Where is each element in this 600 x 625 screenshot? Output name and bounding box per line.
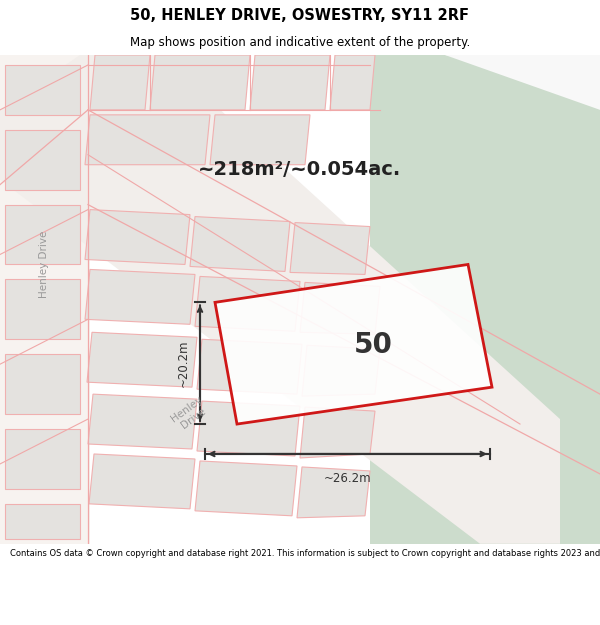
Polygon shape bbox=[190, 217, 290, 271]
Polygon shape bbox=[430, 55, 600, 110]
Polygon shape bbox=[300, 407, 375, 458]
Polygon shape bbox=[90, 55, 150, 110]
Polygon shape bbox=[88, 394, 197, 449]
Text: Contains OS data © Crown copyright and database right 2021. This information is : Contains OS data © Crown copyright and d… bbox=[10, 549, 600, 559]
Polygon shape bbox=[150, 55, 250, 110]
Polygon shape bbox=[5, 354, 80, 414]
Polygon shape bbox=[370, 55, 600, 544]
Polygon shape bbox=[89, 454, 195, 509]
Polygon shape bbox=[210, 115, 310, 165]
Polygon shape bbox=[197, 339, 302, 394]
Text: ~218m²/~0.054ac.: ~218m²/~0.054ac. bbox=[199, 160, 401, 179]
Polygon shape bbox=[85, 115, 210, 165]
Polygon shape bbox=[5, 65, 80, 115]
Text: ~20.2m: ~20.2m bbox=[177, 339, 190, 387]
Polygon shape bbox=[5, 429, 80, 489]
Text: Henley Drive: Henley Drive bbox=[39, 231, 49, 298]
Polygon shape bbox=[297, 467, 370, 518]
Text: 50: 50 bbox=[353, 331, 392, 359]
Polygon shape bbox=[5, 504, 80, 539]
Text: Henley
Drive: Henley Drive bbox=[169, 395, 211, 434]
Polygon shape bbox=[0, 55, 90, 544]
Polygon shape bbox=[250, 55, 330, 110]
Polygon shape bbox=[85, 269, 195, 324]
Polygon shape bbox=[195, 276, 300, 331]
Polygon shape bbox=[430, 55, 600, 85]
Polygon shape bbox=[5, 204, 80, 264]
Text: 50, HENLEY DRIVE, OSWESTRY, SY11 2RF: 50, HENLEY DRIVE, OSWESTRY, SY11 2RF bbox=[131, 8, 470, 23]
Polygon shape bbox=[330, 55, 375, 110]
Polygon shape bbox=[5, 130, 80, 189]
Polygon shape bbox=[5, 279, 80, 339]
Polygon shape bbox=[87, 332, 197, 387]
Polygon shape bbox=[195, 461, 297, 516]
Polygon shape bbox=[85, 209, 190, 264]
Polygon shape bbox=[302, 345, 380, 396]
Polygon shape bbox=[215, 264, 492, 424]
Polygon shape bbox=[370, 55, 600, 544]
Text: ~26.2m: ~26.2m bbox=[323, 472, 371, 485]
Polygon shape bbox=[0, 55, 560, 544]
Polygon shape bbox=[290, 222, 370, 274]
Polygon shape bbox=[197, 401, 300, 456]
Text: Map shows position and indicative extent of the property.: Map shows position and indicative extent… bbox=[130, 36, 470, 49]
Polygon shape bbox=[300, 282, 380, 334]
